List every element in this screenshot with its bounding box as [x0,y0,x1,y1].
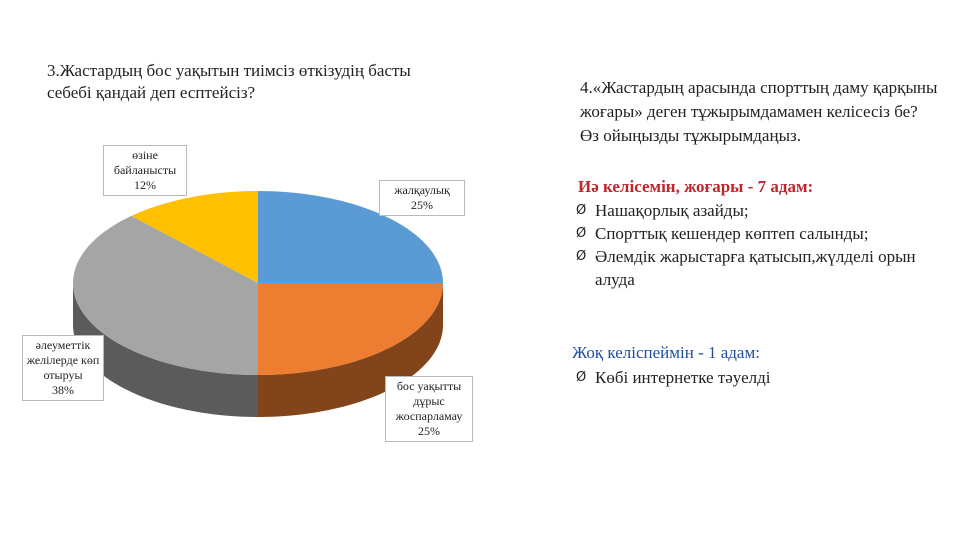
arrow-bullet-icon: Ø [576,203,587,218]
list-item: Ø Көбі интернетке тәуелді [576,366,946,389]
list-item-text: Нашақорлық азайды; [595,201,749,220]
pie-chart [73,191,443,417]
slice-label-planning: бос уақытты дұрыс жоспарламау 25% [385,376,473,442]
no-answer-list: Ø Көбі интернетке тәуелді [576,366,946,389]
list-item: Ø Әлемдік жарыстарға қатысып,жүлделі орын… [576,245,946,291]
list-item: Ø Спорттық кешендер көптеп салынды; [576,222,946,245]
yes-answer-list: Ø Нашақорлық азайды; Ø Спорттық кешендер к… [576,199,946,291]
arrow-bullet-icon: Ø [576,249,587,264]
list-item-text: Спорттық кешендер көптеп салынды; [595,224,869,243]
yes-answer-title: Иә келісемін, жоғары - 7 адам: [578,177,814,196]
pie-slice [131,191,258,283]
left-question: 3.Жастардың бос уақытын тиімсіз өткізуді… [47,61,411,102]
slice-label-planning-value: 25% [418,424,440,438]
slice-label-social-value: 38% [52,383,74,397]
no-answer-title: Жоқ келіспеймін - 1 адам: [572,343,760,362]
slice-label-self-name: өзіне байланысты [113,148,177,177]
list-item-text: Көбі интернетке тәуелді [595,368,771,387]
pie-slice [258,283,443,375]
slice-label-self-value: 12% [134,178,156,192]
pie-slice [258,191,443,283]
right-question: 4.«Жастардың арасында спорттың даму қарқ… [580,78,938,145]
arrow-bullet-icon: Ø [576,226,587,241]
arrow-bullet-icon: Ø [576,370,587,385]
slice-label-laziness: жалқаулық 25% [379,180,465,216]
slice-label-social: әлеуметтік желілерде көп отыруы 38% [22,335,104,401]
pie-slice-side [73,283,258,417]
slice-label-self: өзіне байланысты 12% [103,145,187,196]
slice-label-laziness-name: жалқаулық [394,183,450,197]
pie-slice [73,215,258,375]
slice-label-planning-name: бос уақытты дұрыс жоспарламау [395,379,463,423]
slice-label-laziness-value: 25% [411,198,433,212]
list-item: Ø Нашақорлық азайды; [576,199,946,222]
list-item-text: Әлемдік жарыстарға қатысып,жүлделі орын … [595,247,916,289]
slice-label-social-name: әлеуметтік желілерде көп отыруы [26,338,100,382]
